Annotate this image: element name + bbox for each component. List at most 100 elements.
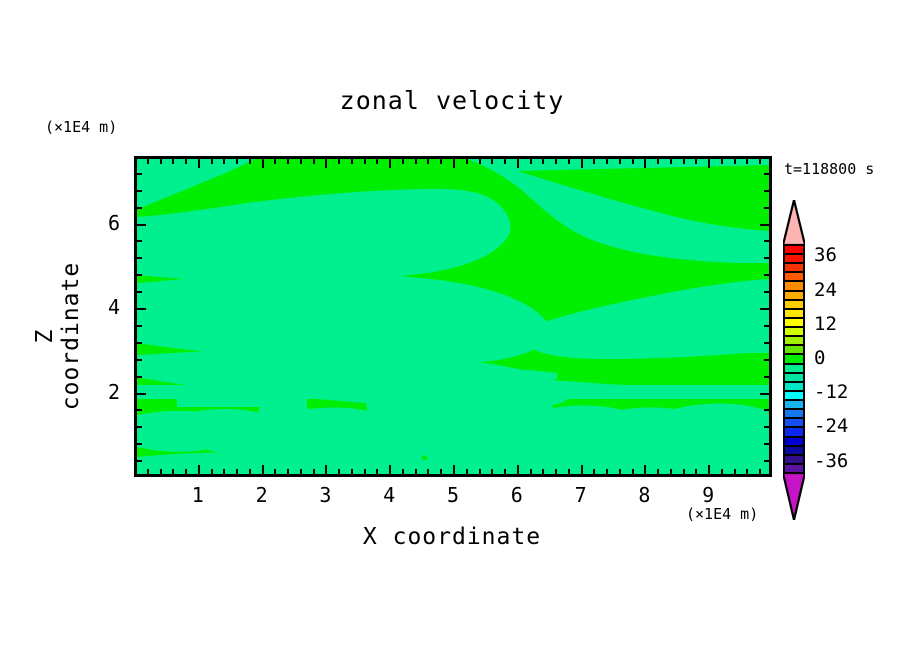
x-tick-top: [491, 158, 493, 164]
colorbar-band: [783, 418, 805, 428]
x-tick-label: 2: [255, 483, 268, 507]
colorbar-band: [783, 327, 805, 337]
x-tick: [453, 465, 455, 475]
x-tick-top: [198, 158, 200, 168]
x-tick: [619, 469, 621, 475]
x-tick: [479, 469, 481, 475]
colorbar-band-divider: [783, 280, 805, 283]
contour-field: [137, 159, 769, 474]
y-tick: [136, 443, 142, 445]
y-tick: [136, 342, 142, 344]
x-tick: [644, 465, 646, 475]
colorbar-band: [783, 390, 805, 401]
colorbar-band-divider: [783, 380, 805, 383]
x-tick: [211, 469, 213, 475]
colorbar-band: [783, 336, 805, 346]
x-tick-label: 6: [510, 483, 523, 507]
x-tick-top: [427, 158, 429, 164]
x-tick: [172, 469, 174, 475]
x-tick-top: [555, 158, 557, 164]
x-tick-top: [262, 158, 264, 168]
x-tick: [466, 469, 468, 475]
x-tick-top: [746, 158, 748, 164]
x-tick-top: [504, 158, 506, 164]
y-tick: [136, 291, 142, 293]
x-tick: [274, 469, 276, 475]
colorbar-band-divider: [783, 435, 805, 438]
colorbar-band-divider: [783, 316, 805, 319]
colorbar-band: [783, 381, 805, 392]
y-tick-right: [764, 274, 770, 276]
y-tick-right: [764, 342, 770, 344]
x-tick-top: [402, 158, 404, 164]
x-tick: [147, 469, 149, 475]
colorbar-band-divider: [783, 371, 805, 374]
x-tick: [683, 469, 685, 475]
x-tick-top: [325, 158, 327, 168]
x-axis-title: X coordinate: [362, 524, 542, 550]
colorbar-tick-label: -12: [814, 381, 849, 404]
y-tick: [136, 173, 142, 175]
colorbar-band-divider: [783, 389, 805, 392]
x-tick: [198, 465, 200, 475]
x-tick-top: [632, 158, 634, 164]
x-tick-label: 1: [191, 483, 204, 507]
x-tick-top: [734, 158, 736, 164]
y-tick-right: [764, 359, 770, 361]
x-tick-top: [249, 158, 251, 164]
y-tick-right: [764, 207, 770, 209]
x-tick: [632, 469, 634, 475]
x-tick-top: [542, 158, 544, 164]
colorbar-band-divider: [783, 344, 805, 347]
x-tick: [402, 469, 404, 475]
colorbar-band-divider: [783, 444, 805, 447]
x-tick: [593, 469, 595, 475]
y-tick-right: [760, 224, 770, 226]
y-tick: [136, 240, 142, 242]
x-tick: [427, 469, 429, 475]
colorbar-band-divider: [783, 426, 805, 429]
y-tick-label: 2: [107, 379, 120, 404]
colorbar-over-arrow: [783, 200, 805, 245]
x-tick: [721, 469, 723, 475]
x-tick: [517, 465, 519, 475]
x-tick: [325, 465, 327, 475]
x-tick-top: [389, 158, 391, 168]
x-tick-top: [236, 158, 238, 164]
x-tick-top: [619, 158, 621, 164]
x-tick: [606, 469, 608, 475]
x-tick-label: 9: [702, 483, 715, 507]
x-tick-top: [287, 158, 289, 164]
x-tick: [160, 469, 162, 475]
colorbar-tick-label: -36: [814, 449, 849, 472]
x-tick: [338, 469, 340, 475]
x-tick: [581, 465, 583, 475]
x-tick-label: 5: [446, 483, 460, 507]
colorbar-band: [783, 308, 805, 319]
x-tick-top: [517, 158, 519, 168]
colorbar-tick-label: 0: [814, 347, 826, 369]
x-tick-top: [479, 158, 481, 164]
colorbar-band-divider: [783, 253, 805, 256]
x-tick-top: [376, 158, 378, 164]
colorbar-tick-label: 12: [814, 312, 837, 335]
chart-title: zonal velocity: [339, 86, 565, 115]
colorbar-tick-label: 36: [814, 244, 837, 267]
colorbar-tick-label: 24: [814, 278, 837, 301]
colorbar-tick-label: -24: [814, 415, 849, 438]
y-tick: [136, 308, 146, 310]
colorbar-band: [783, 400, 805, 410]
x-tick: [542, 469, 544, 475]
y-tick: [136, 274, 142, 276]
x-tick-top: [274, 158, 276, 164]
x-tick: [568, 469, 570, 475]
x-tick-top: [593, 158, 595, 164]
x-tick: [759, 469, 761, 475]
x-tick-top: [683, 158, 685, 164]
colorbar-band: [783, 463, 805, 474]
colorbar-band: [783, 427, 805, 438]
x-tick-label: 3: [319, 483, 332, 507]
colorbar-band: [783, 245, 805, 255]
contour-plot-area: [134, 156, 772, 477]
colorbar-band-divider: [783, 244, 805, 246]
